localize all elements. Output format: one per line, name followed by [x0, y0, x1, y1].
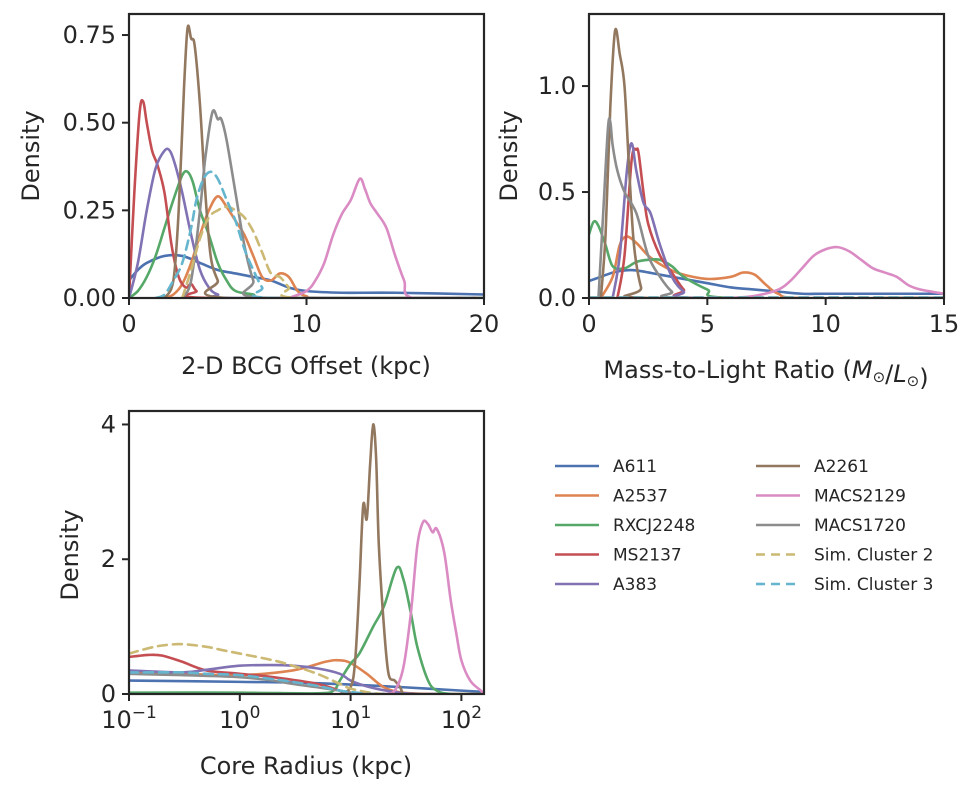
legend-item-macs2129: MACS2129 [756, 487, 906, 507]
x-axis-label: 2-D BCG Offset (kpc) [181, 352, 431, 380]
x-tick-label: 10 [810, 310, 841, 338]
series-line-a2261 [338, 423, 413, 694]
x-tick-label: 100 [219, 703, 260, 734]
x-axis-label: Core Radius (kpc) [200, 752, 412, 780]
series-line-macs2129 [287, 177, 484, 298]
legend-item-a383: A383 [555, 575, 657, 595]
x-tick-label: 0 [581, 310, 596, 338]
legend-label: A2261 [814, 457, 869, 477]
series-line-ms2137 [129, 653, 386, 694]
legend-label: A611 [613, 457, 657, 477]
legend-label: Sim. Cluster 2 [814, 546, 933, 566]
legend-item-macs1720: MACS1720 [756, 516, 906, 536]
legend: A611 A2537 RXCJ2248 MS2137 A383 A2261 MACS2129… [555, 457, 933, 595]
legend-label: A383 [613, 575, 657, 595]
y-tick-label: 0.75 [63, 21, 116, 49]
x-tick-label: 5 [700, 310, 715, 338]
y-tick-label: 0.0 [538, 284, 576, 312]
series-line-a2537 [599, 235, 944, 298]
y-axis-label: Density [17, 110, 45, 201]
legend-label: MS2137 [613, 546, 682, 566]
legend-item-sim-cluster-2: Sim. Cluster 2 [756, 546, 933, 566]
series-line-macs1720 [597, 117, 944, 298]
legend-label: RXCJ2248 [613, 516, 695, 536]
y-tick-label: 4 [101, 410, 116, 438]
series-line-a611 [129, 253, 484, 296]
legend-label: Sim. Cluster 3 [814, 575, 933, 595]
x-axis-label: Mass-to-Light Ratio (M⊙/L⊙) [603, 356, 928, 392]
x-tick-label: 0 [121, 310, 136, 338]
legend-label: MACS1720 [814, 516, 906, 536]
panel-bcg-offset: 0 10 20 0.00 0.25 0.50 0.75 2-D BCG Offset (kp… [17, 12, 500, 380]
axes-frame [127, 409, 486, 696]
panel-mass-to-light: 0 5 10 15 0.0 0.5 1.0 Mass-to-Light Ratio (M⊙/… [495, 12, 960, 392]
series-line-a611 [129, 679, 484, 694]
x-tick-exponent: 1 [360, 703, 371, 723]
x-tick-exponent: 2 [471, 703, 482, 723]
series-line-sim-cluster-3 [129, 671, 386, 694]
x-tick-label: 10 [291, 310, 322, 338]
x-tick-label: 20 [469, 310, 500, 338]
legend-item-ms2137: MS2137 [555, 546, 682, 566]
y-tick-label: 0.50 [63, 109, 116, 137]
series-line-ms2137 [129, 98, 484, 298]
series-line-sim-cluster-2 [180, 205, 484, 298]
series-line-a2261 [163, 24, 484, 298]
y-tick-label: 2 [101, 545, 116, 573]
y-tick-label: 0.5 [538, 178, 576, 206]
series-line-sim-cluster-3 [154, 170, 484, 298]
x-tick-label: 101 [330, 703, 371, 734]
legend-item-a2537: A2537 [555, 487, 668, 507]
legend-item-a2261: A2261 [756, 457, 869, 477]
series-line-rxcj2248 [129, 169, 484, 298]
x-tick-label: 10−1 [101, 703, 157, 734]
x-tick-label: 102 [441, 703, 482, 734]
y-axis-label: Density [495, 110, 523, 201]
y-tick-label: 1.0 [538, 72, 576, 100]
series-line-a383 [129, 147, 484, 298]
series-line-macs2129 [382, 519, 484, 694]
legend-item-a611: A611 [555, 457, 657, 477]
y-tick-label: 0.00 [63, 284, 116, 312]
series-line-sim-cluster-2 [129, 642, 386, 694]
legend-label: MACS2129 [814, 487, 906, 507]
x-tick-exponent: 0 [250, 703, 261, 723]
y-tick-label: 0.25 [63, 196, 116, 224]
x-tick-exponent: −1 [132, 703, 157, 723]
legend-item-rxcj2248: RXCJ2248 [555, 516, 695, 536]
x-tick-label: 15 [929, 310, 960, 338]
y-tick-label: 0 [101, 680, 116, 708]
series-line-rxcj2248 [589, 219, 944, 298]
y-axis-label: Density [56, 509, 84, 600]
legend-label: A2537 [613, 487, 668, 507]
axes-frame [587, 12, 946, 300]
series-line-macs2129 [729, 245, 944, 298]
series-line-macs1720 [180, 109, 484, 298]
legend-item-sim-cluster-3: Sim. Cluster 3 [756, 575, 933, 595]
